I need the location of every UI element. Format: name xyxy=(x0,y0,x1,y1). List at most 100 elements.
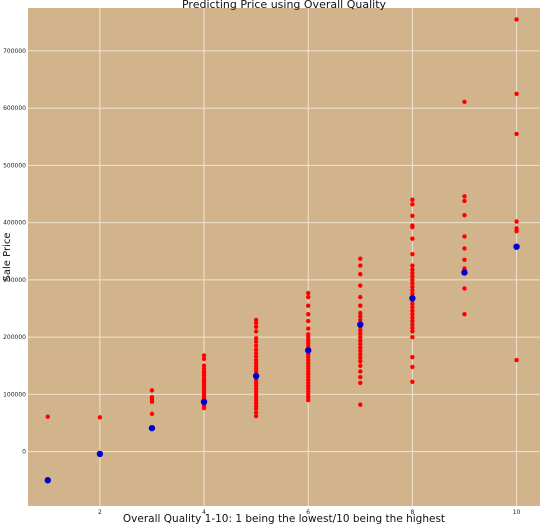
actual-price-point xyxy=(462,246,467,251)
predicted-price-series xyxy=(44,243,520,484)
actual-price-point xyxy=(253,343,259,348)
actual-price-point xyxy=(462,213,467,218)
actual-price-point xyxy=(358,331,363,336)
actual-price-point xyxy=(410,318,415,324)
plot-background xyxy=(28,8,540,506)
x-tick-labels: 2 4 6 8 10 xyxy=(98,509,521,516)
actual-price-point xyxy=(514,17,519,22)
actual-price-point xyxy=(306,312,311,317)
y-tick-label: 100000 xyxy=(3,391,26,398)
actual-price-point xyxy=(410,305,415,310)
y-tick-label: 600000 xyxy=(3,105,26,112)
actual-price-point xyxy=(358,345,363,350)
actual-price-point xyxy=(358,363,363,368)
actual-price-point xyxy=(410,270,415,276)
actual-price-point xyxy=(410,284,415,289)
x-tick-label: 8 xyxy=(410,509,414,516)
actual-price-point xyxy=(410,364,415,370)
actual-price-point xyxy=(306,318,311,324)
predicted-price-point xyxy=(252,372,260,380)
actual-price-point xyxy=(462,99,467,105)
actual-price-point xyxy=(358,328,363,333)
actual-price-point xyxy=(358,369,363,374)
actual-price-point xyxy=(514,91,519,97)
actual-price-point xyxy=(358,294,363,300)
x-tick-label: 4 xyxy=(202,509,206,516)
actual-price-point xyxy=(358,348,363,354)
y-tick-label: 700000 xyxy=(3,48,26,55)
actual-price-point xyxy=(358,317,363,323)
actual-price-point xyxy=(410,315,415,320)
actual-price-point xyxy=(410,225,415,230)
x-tick-label: 2 xyxy=(98,509,102,516)
actual-price-point xyxy=(253,350,259,356)
data-points xyxy=(44,17,520,484)
actual-price-point xyxy=(253,329,259,334)
actual-price-point xyxy=(514,131,519,137)
actual-price-point xyxy=(462,286,467,291)
y-tick-label: 500000 xyxy=(3,162,26,169)
actual-price-point xyxy=(410,236,415,241)
predicted-price-point xyxy=(461,269,468,276)
actual-price-point xyxy=(97,415,103,420)
actual-price-point xyxy=(358,271,363,277)
actual-price-point xyxy=(410,281,415,286)
x-axis-label: Overall Quality 1-10: 1 being the lowest… xyxy=(123,513,445,525)
actual-price-point xyxy=(253,354,259,359)
actual-price-point xyxy=(306,303,311,308)
actual-price-point xyxy=(410,267,415,272)
grid-lines xyxy=(28,8,540,506)
predicted-price-point xyxy=(513,243,520,250)
actual-price-point xyxy=(462,234,467,239)
actual-price-point xyxy=(462,198,467,204)
actual-price-point xyxy=(410,354,415,360)
actual-price-point xyxy=(410,291,415,296)
actual-price-point xyxy=(514,229,519,234)
actual-price-point xyxy=(410,213,415,218)
predicted-price-point xyxy=(357,321,364,328)
actual-price-point xyxy=(358,380,363,386)
actual-price-point xyxy=(149,411,155,417)
x-tick-label: 6 xyxy=(306,509,310,516)
actual-price-point xyxy=(410,329,415,334)
actual-price-point xyxy=(358,402,363,407)
actual-price-point xyxy=(358,310,363,316)
actual-price-point xyxy=(149,399,155,405)
actual-price-point xyxy=(149,388,155,393)
actual-price-point xyxy=(358,341,363,347)
actual-price-point xyxy=(201,353,207,358)
actual-price-point xyxy=(410,301,415,307)
predicted-price-point xyxy=(305,347,312,354)
actual-price-point xyxy=(45,414,50,419)
actual-price-point xyxy=(358,256,363,261)
actual-price-point xyxy=(306,294,311,300)
predicted-price-point xyxy=(96,450,104,458)
actual-price-point xyxy=(410,312,415,317)
actual-price-point xyxy=(514,357,519,363)
predicted-price-point xyxy=(200,398,208,406)
predicted-price-point xyxy=(409,295,416,302)
actual-price-point xyxy=(462,194,467,199)
actual-price-point xyxy=(410,334,415,340)
actual-price-point xyxy=(410,197,415,202)
actual-price-point xyxy=(253,339,259,344)
actual-price-point xyxy=(358,263,363,268)
actual-price-point xyxy=(358,334,363,340)
actual-price-point xyxy=(306,290,311,296)
actual-price-point xyxy=(410,277,415,283)
actual-price-point xyxy=(253,413,259,419)
actual-price-point xyxy=(306,326,311,331)
actual-price-point xyxy=(253,336,259,341)
actual-price-point xyxy=(462,312,467,317)
actual-price-point xyxy=(410,251,415,257)
actual-price-point xyxy=(358,355,363,360)
actual-price-point xyxy=(410,322,415,327)
actual-price-point xyxy=(410,263,415,268)
actual-price-series xyxy=(45,17,519,420)
actual-price-point xyxy=(358,375,363,380)
actual-price-point xyxy=(358,283,363,288)
actual-price-point xyxy=(253,324,259,330)
actual-price-point xyxy=(358,303,363,308)
actual-price-point xyxy=(358,352,363,357)
